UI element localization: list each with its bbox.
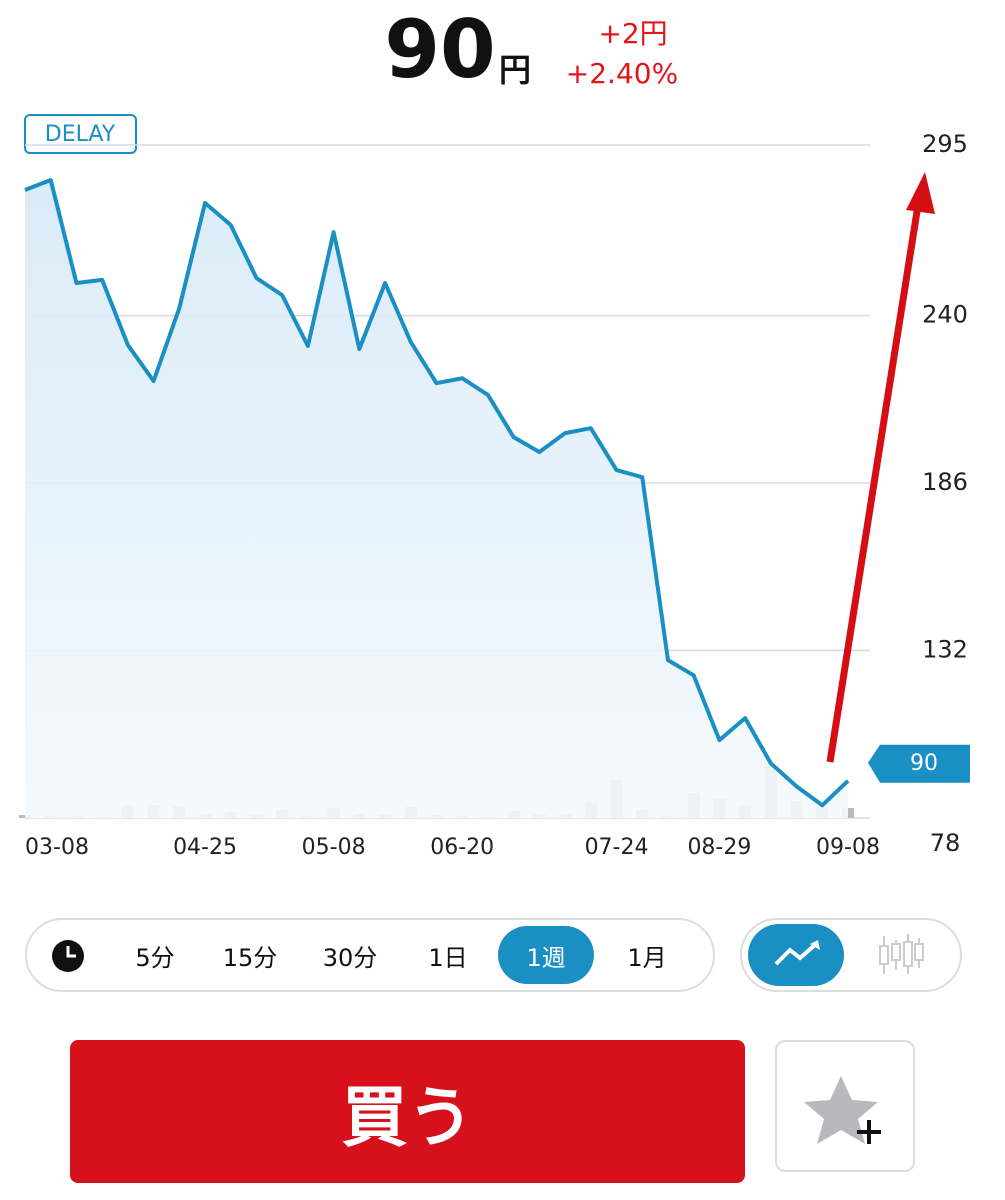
x-tick-label: 08-29 <box>687 835 751 860</box>
price-unit: 円 <box>499 51 531 89</box>
delay-box <box>24 114 137 154</box>
interval-button[interactable]: 15分 <box>222 943 278 972</box>
star-icon <box>804 1076 881 1144</box>
candle-chart-toggle[interactable] <box>875 932 925 978</box>
price-line <box>24 178 850 808</box>
buy-button[interactable]: 買う <box>70 1040 745 1183</box>
interval-button[interactable]: 1月 <box>627 943 667 972</box>
price: 90 <box>384 3 495 96</box>
current-price-badge <box>868 744 970 783</box>
favorite-button[interactable] <box>775 1040 915 1172</box>
y-tick-label: 240 <box>922 301 968 329</box>
x-tick-label: 04-25 <box>173 835 237 860</box>
interval-button[interactable]: 1週 <box>498 926 594 984</box>
change-pct: +2.40% <box>566 57 678 90</box>
y-tick-label: 78 <box>930 829 961 857</box>
chart-type-bar <box>740 918 962 992</box>
change: +2円 <box>598 17 667 50</box>
interval-button[interactable]: 1日 <box>428 943 468 972</box>
x-tick-label: 03-08 <box>25 835 89 860</box>
current-price-label: 90 <box>910 751 938 776</box>
x-tick-label: 05-08 <box>302 835 366 860</box>
interval-bar <box>25 918 715 992</box>
y-tick-label: 132 <box>922 636 968 664</box>
delay-label: DELAY <box>45 122 116 147</box>
interval-button[interactable]: 30分 <box>322 943 378 972</box>
chart: 90 円 +2円 +2.40% DELAY 78 132 186 240 295 03-0… <box>19 3 970 860</box>
x-tick-label: 07-24 <box>585 835 649 860</box>
interval-button[interactable]: 5分 <box>135 943 175 972</box>
x-tick-label: 06-20 <box>430 835 494 860</box>
x-tick-label: 09-08 <box>816 835 880 860</box>
clock-icon[interactable] <box>50 938 86 974</box>
y-tick-label: 186 <box>922 468 968 496</box>
arrow-head <box>906 172 935 214</box>
line-chart-toggle[interactable] <box>748 924 844 986</box>
y-tick-label: 295 <box>922 130 968 158</box>
area <box>25 180 848 818</box>
arrow-shaft <box>826 204 922 763</box>
